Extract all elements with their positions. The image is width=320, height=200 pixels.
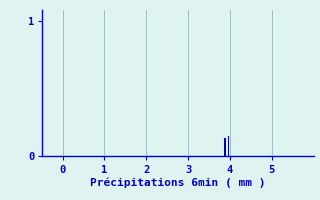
Bar [224, 138, 226, 156]
X-axis label: Précipitations 6min ( mm ): Précipitations 6min ( mm ) [90, 178, 265, 188]
Bar [228, 136, 229, 156]
